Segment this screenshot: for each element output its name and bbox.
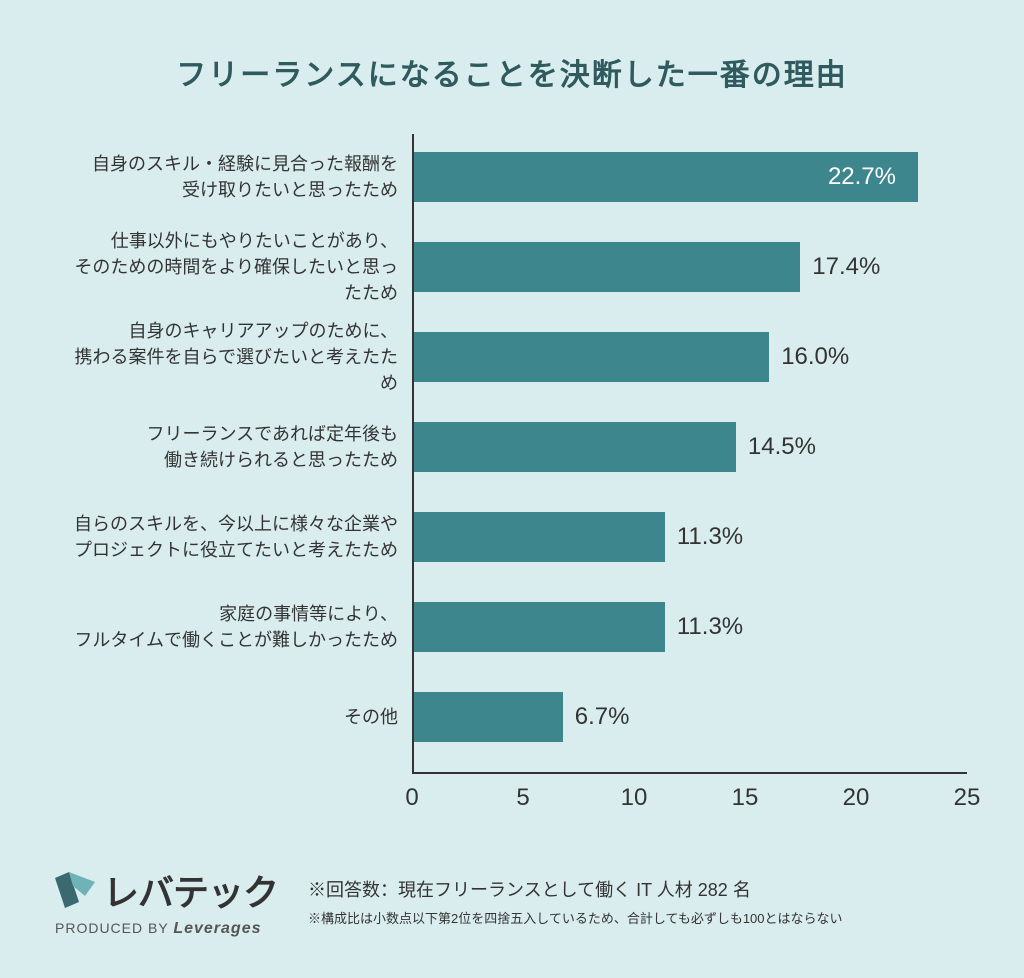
brand-sub-prefix: PRODUCED BY — [55, 920, 173, 936]
bar-label: その他 — [57, 682, 412, 752]
x-tick: 25 — [954, 784, 981, 812]
bar-value: 22.7% — [828, 152, 896, 202]
brand-logo-icon — [55, 872, 95, 908]
footnotes: ※回答数：現在フリーランスとして働く IT 人材 282 名 ※構成比は小数点以… — [308, 864, 969, 927]
brand-sub-name: Leverages — [173, 920, 261, 937]
bar — [414, 242, 800, 292]
bar-chart: 自身のスキル・経験に見合った報酬を 受け取りたいと思ったため仕事以外にもやりたい… — [57, 134, 967, 814]
brand-block: レバテック PRODUCED BY Leverages — [55, 864, 278, 938]
x-tick: 5 — [516, 784, 529, 812]
bar — [414, 692, 563, 742]
bar-value: 14.5% — [748, 422, 816, 472]
bar-label: フリーランスであれば定年後も 働き続けられると思ったため — [57, 412, 412, 482]
brand-subline: PRODUCED BY Leverages — [55, 920, 278, 938]
bar — [414, 602, 665, 652]
bar-label: 自身のスキル・経験に見合った報酬を 受け取りたいと思ったため — [57, 142, 412, 212]
bar-value: 17.4% — [812, 242, 880, 292]
x-tick: 20 — [843, 784, 870, 812]
x-tick: 15 — [732, 784, 759, 812]
footnote-1: ※回答数：現在フリーランスとして働く IT 人材 282 名 — [308, 876, 969, 902]
bar-value: 6.7% — [575, 692, 630, 742]
bar-value: 11.3% — [677, 602, 743, 652]
footer: レバテック PRODUCED BY Leverages ※回答数：現在フリーラン… — [55, 864, 969, 938]
bar-label: 自らのスキルを、今以上に様々な企業や プロジェクトに役立てたいと考えたため — [57, 502, 412, 572]
bar — [414, 422, 736, 472]
bar-label: 自身のキャリアアップのために、 携わる案件を自らで選びたいと考えたため — [57, 322, 412, 392]
footnote-2: ※構成比は小数点以下第2位を四捨五入しているため、合計しても必ずしも100とはな… — [308, 908, 969, 927]
plot-area: 22.7%17.4%16.0%14.5%11.3%11.3%6.7% — [412, 134, 967, 774]
x-axis-ticks: 0510152025 — [412, 774, 967, 814]
x-tick: 10 — [621, 784, 648, 812]
x-tick: 0 — [405, 784, 418, 812]
bar-value: 11.3% — [677, 512, 743, 562]
bar-value: 16.0% — [781, 332, 849, 382]
bar — [414, 512, 665, 562]
bar-label: 家庭の事情等により、 フルタイムで働くことが難しかったため — [57, 592, 412, 662]
bar — [414, 332, 769, 382]
chart-title: フリーランスになることを決断した一番の理由 — [55, 50, 969, 94]
bar-label: 仕事以外にもやりたいことがあり、 そのための時間をより確保したいと思ったため — [57, 232, 412, 302]
brand-name: レバテック — [103, 864, 278, 916]
